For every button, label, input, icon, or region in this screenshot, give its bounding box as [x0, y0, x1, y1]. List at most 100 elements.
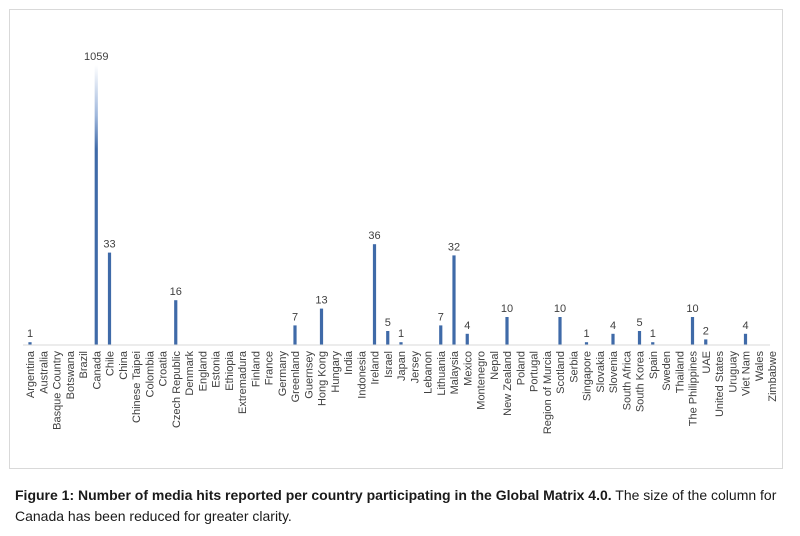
value-label-japan: 1 [398, 328, 404, 340]
tick-label-czech-republic: Czech Republic [171, 351, 183, 429]
value-label-chile: 33 [103, 239, 115, 251]
tick-label-sweden: Sweden [661, 351, 673, 391]
bar-ireland [372, 244, 377, 345]
bar-south-korea [637, 331, 642, 345]
tick-label-indonesia: Indonesia [356, 350, 368, 399]
figure-caption: Figure 1: Number of media hits reported … [15, 485, 785, 527]
tick-label-scotland: Scotland [555, 351, 567, 394]
bar-slovenia [611, 333, 615, 345]
tick-label-hong-kong: Hong Kong [317, 351, 329, 406]
value-label-ireland: 36 [368, 230, 380, 242]
bar-czech-republic [174, 300, 178, 345]
tick-label-jersey: Jersey [409, 351, 421, 384]
tick-label-new-zealand: New Zealand [502, 351, 514, 416]
value-label-argentina: 1 [27, 328, 33, 340]
bar-lithuania [439, 325, 443, 345]
tick-label-argentina: Argentina [25, 350, 37, 398]
bar-argentina [28, 342, 32, 345]
bars-layer [28, 65, 748, 345]
bar-greenland [293, 325, 297, 345]
tick-label-china: China [118, 350, 130, 380]
bar-malaysia [452, 255, 456, 345]
tick-label-region-of-murcia: Region of Murcia [542, 350, 554, 434]
tick-label-croatia: Croatia [158, 350, 170, 386]
tick-label-israel: Israel [383, 351, 395, 378]
value-label-uae: 2 [703, 325, 709, 337]
tick-label-finland: Finland [250, 351, 262, 387]
tick-label-uruguay: Uruguay [727, 351, 739, 393]
tick-label-nepal: Nepal [489, 351, 501, 380]
tick-label-guernsey: Guernsey [303, 351, 315, 399]
tick-label-germany: Germany [277, 351, 289, 397]
bar-new-zealand [505, 317, 509, 345]
value-label-new-zealand: 10 [501, 303, 513, 315]
tick-label-wales: Wales [754, 351, 766, 382]
tick-label-poland: Poland [515, 351, 527, 385]
tick-label-spain: Spain [648, 351, 660, 379]
bar-scotland [558, 317, 562, 345]
tick-label-india: India [343, 350, 355, 375]
bar-canada [94, 65, 98, 345]
tick-label-ethiopia: Ethiopia [224, 350, 236, 391]
value-label-malaysia: 32 [448, 241, 460, 253]
tick-label-chile: Chile [105, 351, 117, 376]
value-label-canada: 1059 [84, 51, 108, 63]
tick-label-france: France [264, 351, 276, 385]
value-label-lithuania: 7 [438, 311, 444, 323]
tick-label-estonia: Estonia [211, 350, 223, 388]
bar-viet-nam [743, 333, 748, 345]
tick-label-thailand: Thailand [674, 351, 686, 393]
tick-label-mexico: Mexico [462, 351, 474, 386]
chart-frame: 1 1059 33 16 7 13 36 5 1 7 32 4 10 10 1 4 5 1 10 2 4 Argenti… [9, 9, 783, 469]
tick-label-canada: Canada [91, 350, 103, 389]
value-label-south-korea: 5 [636, 317, 642, 329]
tick-label-hungary: Hungary [330, 351, 342, 393]
tick-label-japan: Japan [396, 351, 408, 381]
caption-bold: Figure 1: Number of media hits reported … [15, 487, 612, 503]
tick-label-united-states: United States [714, 351, 726, 418]
tick-label-brazil: Brazil [78, 351, 90, 379]
tick-label-south-korea: South Korea [635, 350, 647, 412]
tick-label-portugal: Portugal [529, 351, 541, 392]
tick-label-greenland: Greenland [290, 351, 302, 402]
tick-label-basque-country: Basque Country [52, 351, 64, 430]
tick-label-lithuania: Lithuania [436, 350, 448, 396]
bar-uae [704, 339, 708, 345]
bar-mexico [465, 333, 469, 345]
bar-chile [107, 252, 112, 345]
tick-label-serbia: Serbia [568, 350, 580, 383]
value-label-slovenia: 4 [610, 320, 616, 332]
tick-label-australia: Australia [38, 350, 50, 394]
tick-label-the-philippines: The Philippines [688, 351, 700, 427]
bar-spain [651, 342, 655, 345]
tick-label-extremadura: Extremadura [237, 350, 249, 414]
tick-label-uae: UAE [701, 351, 713, 374]
value-label-the-philippines: 10 [686, 303, 698, 315]
tick-label-slovakia: Slovakia [595, 350, 607, 392]
value-label-viet-nam: 4 [742, 320, 748, 332]
bar-the-philippines [690, 317, 695, 345]
tick-label-south-africa: South Africa [621, 350, 633, 410]
tick-label-malaysia: Malaysia [449, 350, 461, 394]
value-label-hong-kong: 13 [315, 295, 327, 307]
tick-label-denmark: Denmark [184, 351, 196, 396]
tick-label-montenegro: Montenegro [476, 351, 488, 410]
value-label-spain: 1 [650, 328, 656, 340]
bar-singapore [584, 342, 589, 345]
value-label-czech-republic: 16 [170, 286, 182, 298]
tick-label-chinese-taipei: Chinese Taipei [131, 351, 143, 423]
tick-label-viet-nam: Viet Nam [741, 351, 753, 396]
value-label-mexico: 4 [464, 320, 470, 332]
tick-label-zimbabwe: Zimbabwe [767, 351, 779, 402]
tick-label-singapore: Singapore [582, 351, 594, 401]
value-label-greenland: 7 [292, 311, 298, 323]
caption-rest: The size of the column for Canada has be… [15, 487, 777, 524]
tick-label-botswana: Botswana [65, 350, 77, 399]
tick-label-lebanon: Lebanon [423, 351, 435, 394]
tick-label-england: England [197, 351, 209, 391]
bar-israel [386, 331, 390, 345]
bar-hong-kong [319, 308, 324, 345]
value-label-scotland: 10 [554, 303, 566, 315]
